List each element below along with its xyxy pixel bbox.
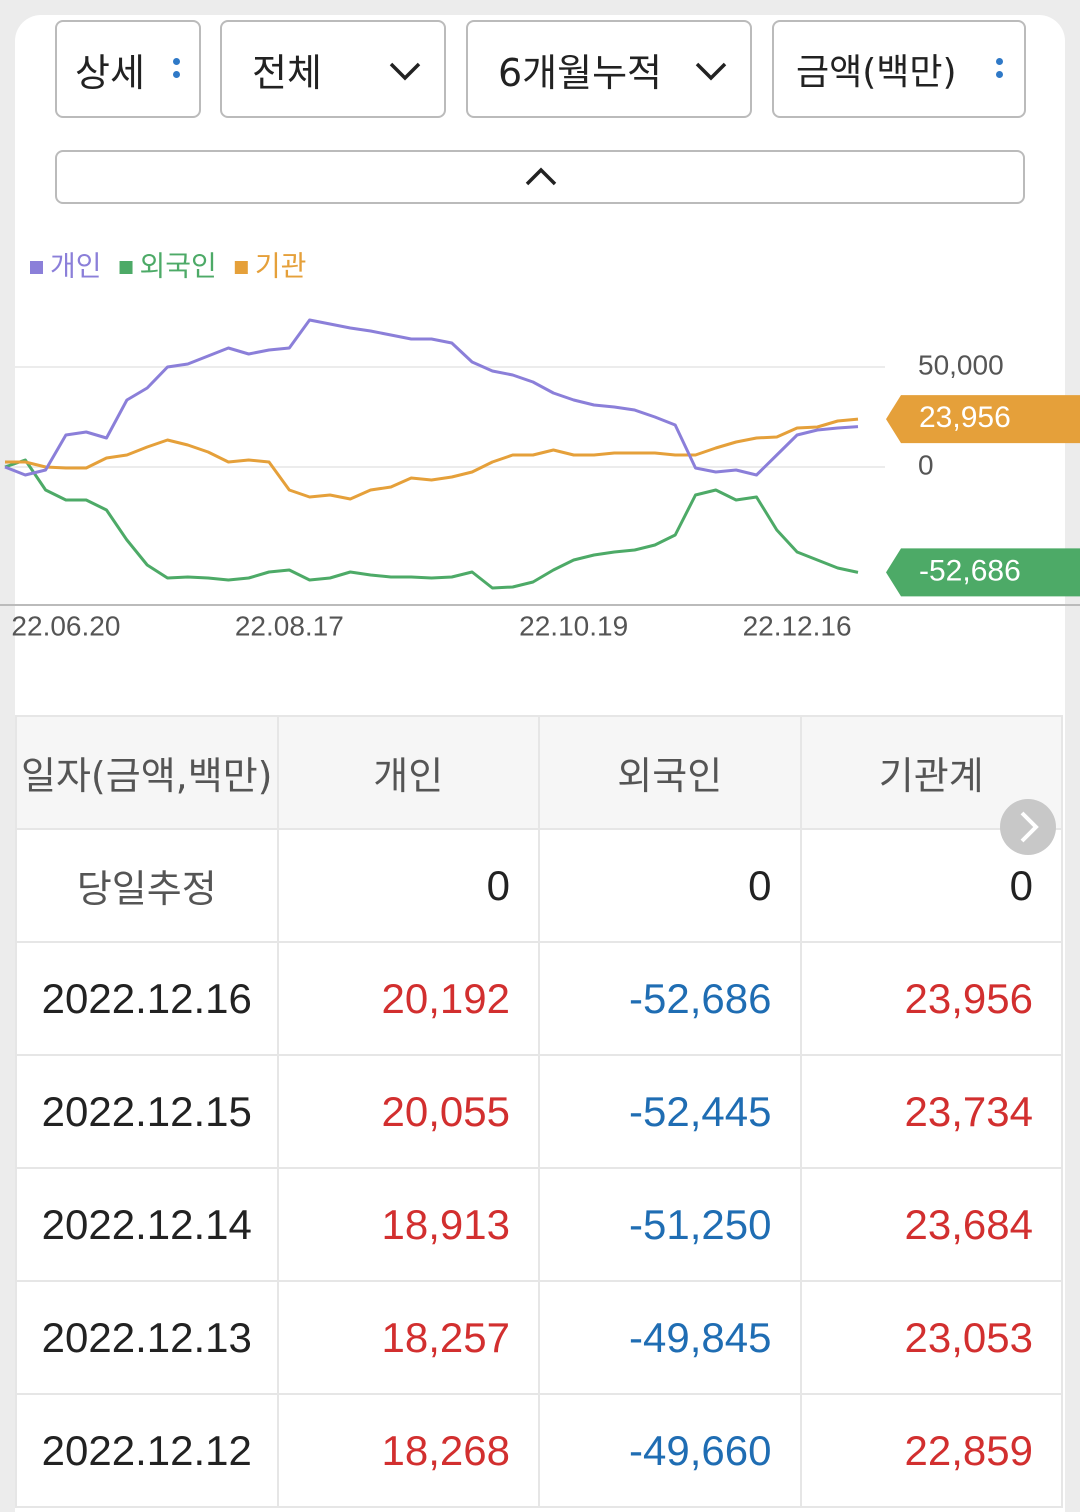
value-cell: 20,192 — [276, 941, 540, 1056]
line-series — [4, 458, 859, 590]
value-cell: 23,053 — [799, 1280, 1063, 1395]
scope-select[interactable]: 전체 — [220, 20, 446, 118]
legend-label: 외국인 — [140, 250, 217, 281]
tag-shape — [886, 395, 1080, 444]
value-cell: 18,257 — [276, 1280, 540, 1395]
value-cell: 23,956 — [799, 941, 1063, 1056]
column-header: 외국인 — [538, 715, 802, 830]
tag-label: -52,686 — [919, 554, 1021, 587]
value-cell: 18,268 — [276, 1393, 540, 1508]
chevron-up — [525, 167, 557, 186]
menu-dots — [996, 52, 1003, 84]
button-label: 전체 — [252, 50, 322, 95]
value-cell: 18,913 — [276, 1167, 540, 1282]
date-cell: 2022.12.15 — [15, 1054, 279, 1169]
table-row: 2022.12.13 18,257 -49,845 23,053 — [15, 1280, 1063, 1395]
chart: 개인 외국인 기관 50,000 0 22.06.20 22.08.17 22.10.19 22… — [0, 250, 1080, 641]
menu-dots — [173, 52, 180, 84]
y-tick-label: 0 — [918, 449, 934, 480]
value-cell: -49,660 — [538, 1393, 802, 1508]
value-cell: -49,845 — [538, 1280, 802, 1395]
legend-swatch — [234, 261, 248, 274]
table-row: 2022.12.14 18,913 -51,250 23,684 — [15, 1167, 1063, 1282]
table-row: 당일추정 0 0 0 — [15, 828, 1063, 943]
value-cell: -52,686 — [538, 941, 802, 1056]
table-row: 2022.12.12 18,268 -49,660 22,859 — [15, 1393, 1063, 1508]
chevron — [695, 62, 727, 81]
legend-label: 개인 — [50, 250, 102, 281]
end-value-tag: -52,686 — [886, 548, 1080, 597]
column-header: 개인 — [276, 715, 540, 830]
line-series — [4, 318, 859, 477]
collapse-button[interactable] — [55, 150, 1025, 204]
data-table: 일자(금액,백만) 개인 외국인 기관계 당일추정 0 0 0 2022.12.16 20,192… — [15, 715, 1063, 1508]
scroll-right-button[interactable] — [1000, 799, 1056, 855]
line-series — [5, 417, 859, 501]
header-row: 일자(금액,백만) 개인 외국인 기관계 — [15, 715, 1063, 830]
unit-button[interactable]: 금액(백만) — [772, 20, 1026, 118]
legend-label: 기관 — [255, 250, 307, 281]
chevron — [389, 62, 421, 81]
value-cell: -52,445 — [538, 1054, 802, 1169]
x-tick-label: 22.06.20 — [11, 610, 120, 641]
tag-label: 23,956 — [919, 401, 1011, 434]
x-tick-label: 22.12.16 — [743, 610, 852, 641]
date-cell: 2022.12.13 — [15, 1280, 279, 1395]
y-tick-label: 50,000 — [918, 349, 1004, 380]
value-cell: 23,734 — [799, 1054, 1063, 1169]
table-row: 2022.12.16 20,192 -52,686 23,956 — [15, 941, 1063, 1056]
value-cell: 20,055 — [276, 1054, 540, 1169]
period-select[interactable]: 6개월누적 — [466, 20, 752, 118]
chevron-right — [1020, 811, 1039, 843]
legend-swatch — [119, 261, 133, 274]
button-label: 금액(백만) — [796, 52, 957, 93]
button-label: 6개월누적 — [498, 50, 663, 95]
tag-shape — [886, 548, 1080, 597]
button-label: 상세 — [75, 50, 145, 95]
date-cell: 2022.12.14 — [15, 1167, 279, 1282]
column-header: 일자(금액,백만) — [15, 715, 279, 830]
x-tick-label: 22.08.17 — [235, 610, 344, 641]
value-cell: -51,250 — [538, 1167, 802, 1282]
date-cell: 2022.12.16 — [15, 941, 279, 1056]
value-cell: 0 — [538, 828, 802, 943]
value-cell: 23,684 — [799, 1167, 1063, 1282]
end-value-tag: 23,956 — [886, 395, 1080, 444]
date-cell: 당일추정 — [15, 828, 279, 943]
value-cell: 0 — [276, 828, 540, 943]
detail-button[interactable]: 상세 — [55, 20, 201, 118]
x-tick-label: 22.10.19 — [519, 610, 628, 641]
date-cell: 2022.12.12 — [15, 1393, 279, 1508]
value-cell: 22,859 — [799, 1393, 1063, 1508]
legend-swatch — [30, 261, 43, 274]
table-row: 2022.12.15 20,055 -52,445 23,734 — [15, 1054, 1063, 1169]
